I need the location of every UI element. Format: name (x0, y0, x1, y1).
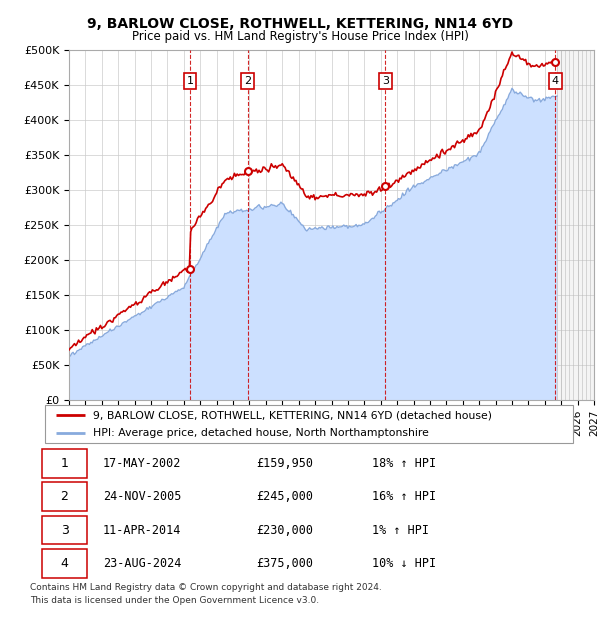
Bar (557, 50, 594, 400)
Text: HPI: Average price, detached house, North Northamptonshire: HPI: Average price, detached house, Nort… (92, 428, 428, 438)
Text: 1: 1 (61, 457, 68, 469)
Text: 3: 3 (382, 76, 389, 86)
Text: 10% ↓ HPI: 10% ↓ HPI (373, 557, 436, 570)
Text: £230,000: £230,000 (256, 524, 313, 536)
Text: 2: 2 (244, 76, 251, 86)
FancyBboxPatch shape (45, 405, 573, 443)
Text: Price paid vs. HM Land Registry's House Price Index (HPI): Price paid vs. HM Land Registry's House … (131, 30, 469, 43)
Text: 17-MAY-2002: 17-MAY-2002 (103, 457, 181, 469)
Text: This data is licensed under the Open Government Licence v3.0.: This data is licensed under the Open Gov… (30, 596, 319, 606)
Text: 1% ↑ HPI: 1% ↑ HPI (373, 524, 430, 536)
FancyBboxPatch shape (43, 482, 87, 511)
Text: Contains HM Land Registry data © Crown copyright and database right 2024.: Contains HM Land Registry data © Crown c… (30, 583, 382, 592)
Text: £159,950: £159,950 (256, 457, 313, 469)
FancyBboxPatch shape (43, 516, 87, 544)
Text: £245,000: £245,000 (256, 490, 313, 503)
Text: 9, BARLOW CLOSE, ROTHWELL, KETTERING, NN14 6YD (detached house): 9, BARLOW CLOSE, ROTHWELL, KETTERING, NN… (92, 410, 491, 420)
Text: 2: 2 (61, 490, 68, 503)
Text: 3: 3 (61, 524, 68, 536)
Text: 11-APR-2014: 11-APR-2014 (103, 524, 181, 536)
Text: 1: 1 (187, 76, 193, 86)
Text: 23-AUG-2024: 23-AUG-2024 (103, 557, 181, 570)
Text: 16% ↑ HPI: 16% ↑ HPI (373, 490, 436, 503)
Text: £375,000: £375,000 (256, 557, 313, 570)
FancyBboxPatch shape (43, 549, 87, 578)
Text: 4: 4 (552, 76, 559, 86)
FancyBboxPatch shape (43, 449, 87, 477)
Text: 9, BARLOW CLOSE, ROTHWELL, KETTERING, NN14 6YD: 9, BARLOW CLOSE, ROTHWELL, KETTERING, NN… (87, 17, 513, 32)
Text: 4: 4 (61, 557, 68, 570)
Text: 18% ↑ HPI: 18% ↑ HPI (373, 457, 436, 469)
Text: 24-NOV-2005: 24-NOV-2005 (103, 490, 181, 503)
